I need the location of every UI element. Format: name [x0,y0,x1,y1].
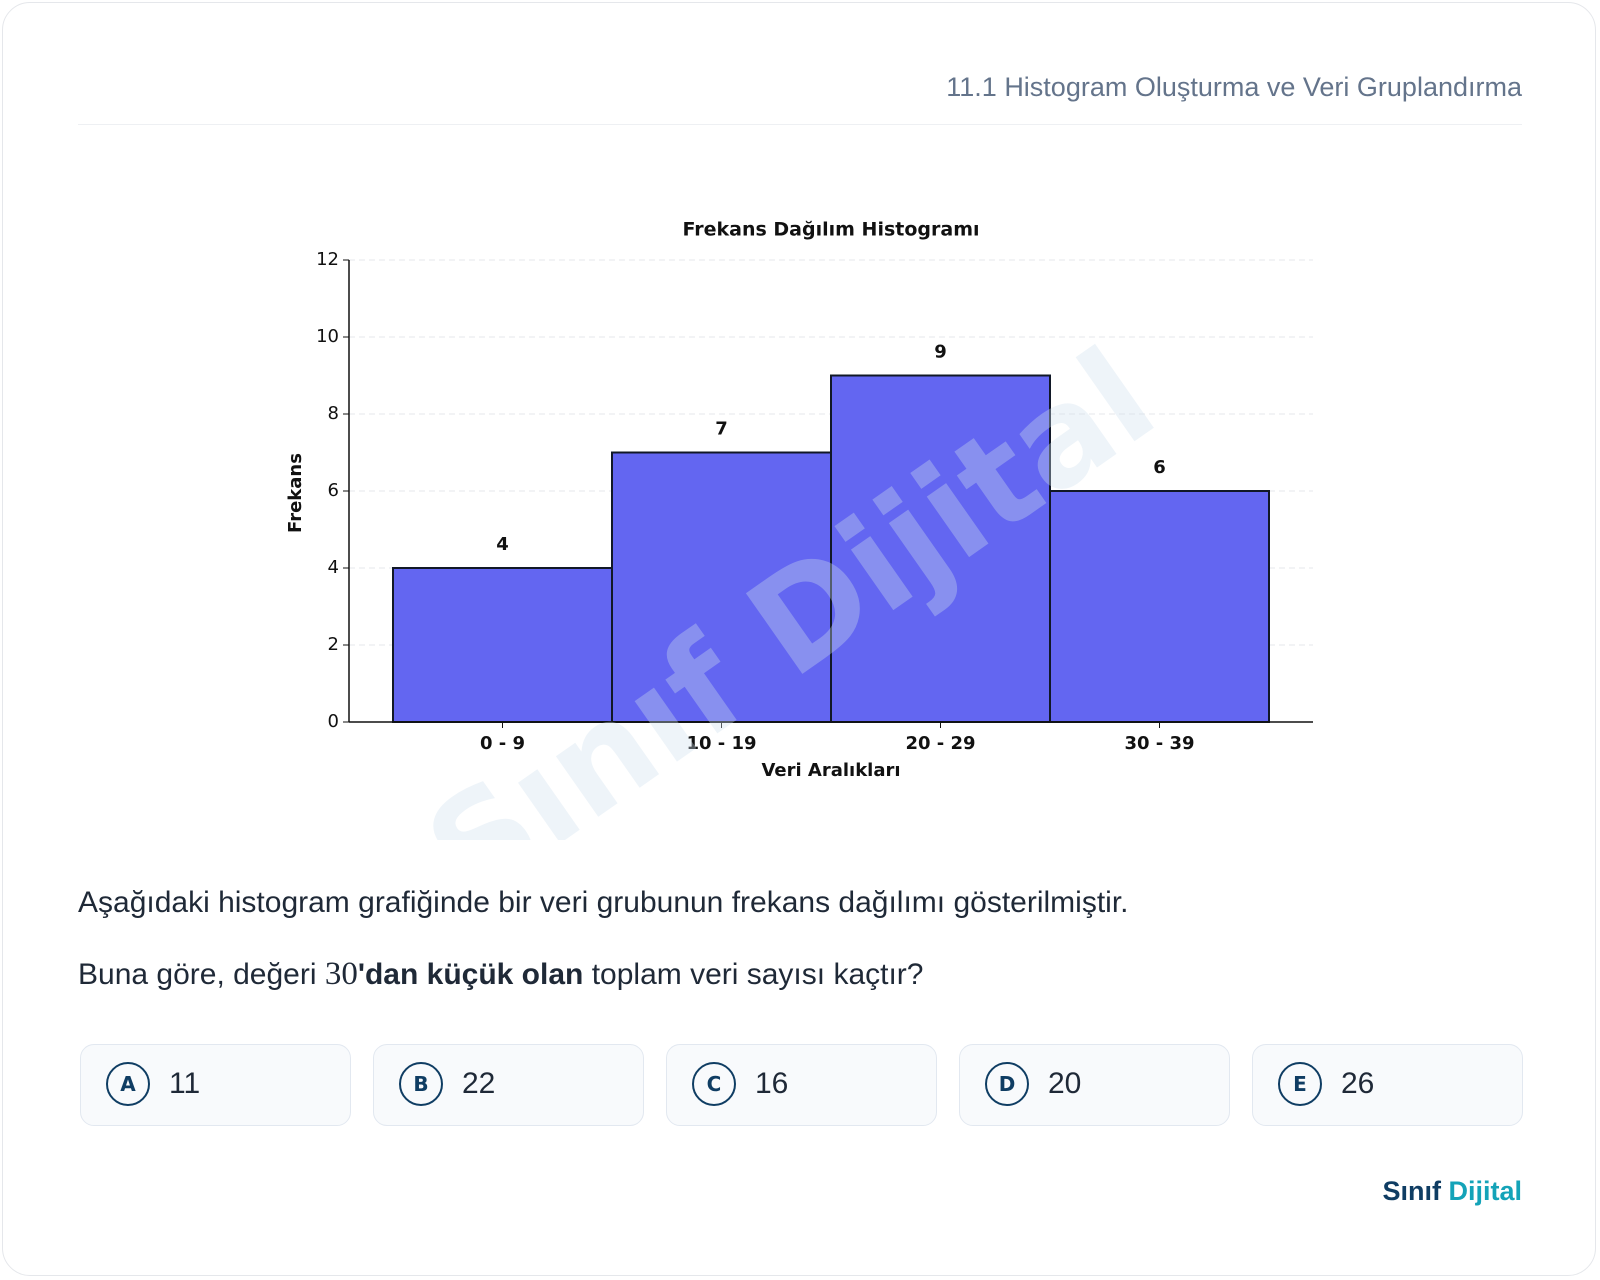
y-axis-label: Frekans [285,453,306,533]
option-text: 20 [1048,1067,1082,1100]
chart: Frekans Dağılım Histogramı Veri Aralıkla… [285,219,1313,840]
y-tick-label: 2 [328,634,339,655]
option-letter: C [692,1062,736,1106]
y-tick-label: 6 [328,480,339,501]
question-text: Buna göre, değeri [78,958,325,991]
option-letter: D [985,1062,1029,1106]
question-line: Buna göre, değeri 30'dan küçük olan topl… [78,956,923,993]
x-tick-label: 30 - 39 [1124,733,1194,754]
option-letter: B [399,1062,443,1106]
brand-part: Dijital [1448,1176,1522,1206]
option-text: 16 [755,1067,789,1100]
bar [1049,490,1270,723]
option[interactable]: E 26 [1252,1044,1523,1126]
x-tick-label: 0 - 9 [480,733,525,754]
bar [611,451,832,723]
header-title: 11.1 Histogram Oluşturma ve Veri Gruplan… [946,72,1522,102]
option-letter: E [1278,1062,1322,1106]
x-axis-label: Veri Aralıkları [761,760,900,781]
chart-title: Frekans Dağılım Histogramı [682,219,979,241]
y-tick-label: 4 [328,557,339,578]
value-label: 4 [496,534,509,555]
y-tick-label: 10 [316,326,339,347]
question-text: toplam veri sayısı kaçtır? [583,958,924,991]
option[interactable]: B 22 [373,1044,644,1126]
y-tick-label: 8 [328,403,339,424]
y-tick-label: 0 [328,711,339,732]
question-number: 30 [324,956,358,992]
question-line: Aşağıdaki histogram grafiğinde bir veri … [78,886,1129,919]
option-text: 11 [169,1067,201,1100]
y-tick-label: 12 [316,249,339,270]
x-tick-label: 10 - 19 [686,733,756,754]
brand-part: Sınıf [1382,1176,1441,1206]
brand: Sınıf Dijital [1382,1176,1522,1207]
option[interactable]: C 16 [666,1044,937,1126]
question-emphasis: 'dan küçük olan [357,958,584,991]
option-text: 22 [462,1067,496,1100]
value-label: 7 [715,419,728,440]
value-label: 6 [1153,457,1166,478]
option[interactable]: D 20 [959,1044,1230,1126]
value-label: 9 [934,342,947,363]
option-text: 26 [1341,1067,1375,1100]
header-divider [78,124,1522,125]
option[interactable]: A 11 [80,1044,351,1126]
bar [830,374,1051,723]
option-letter: A [106,1062,150,1106]
x-tick-label: 20 - 29 [905,733,975,754]
